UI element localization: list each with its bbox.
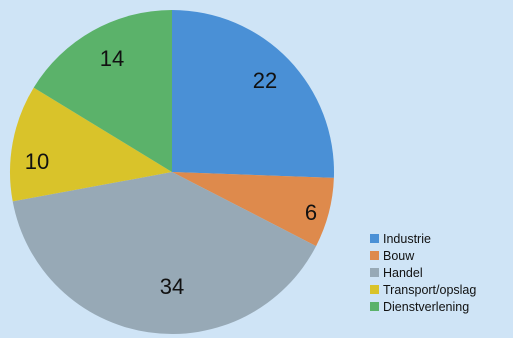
legend-swatch [370,302,379,311]
data-label-industrie: 22 [253,68,277,93]
data-label-transport-opslag: 10 [25,149,49,174]
pie-data-labels: 22 6 34 10 14 [25,46,317,299]
pie-slice-transport-opslag [9,87,173,202]
legend-swatch [370,285,379,294]
legend-label: Dienstverlening [383,299,470,314]
legend-item: Transport/opslag [370,281,476,298]
data-label-dienstverlening: 14 [100,46,124,71]
legend-item: Handel [370,264,476,281]
data-label-bouw: 6 [305,200,317,225]
legend-item: Industrie [370,230,476,247]
legend-item: Dienstverlening [370,298,476,315]
legend-label: Industrie [383,231,431,246]
legend: Industrie Bouw Handel Transport/opslag Diens… [370,230,476,315]
legend-swatch [370,251,379,260]
legend-label: Transport/opslag [383,282,477,297]
legend-item: Bouw [370,247,476,264]
data-label-handel: 34 [160,274,184,299]
legend-swatch [370,234,379,243]
pie-slice-bouw [172,172,334,247]
pie-slice-handel [12,172,317,335]
legend-label: Handel [383,265,423,280]
pie-slice-dienstverlening [33,10,172,172]
legend-swatch [370,268,379,277]
pie-slices [9,10,334,335]
pie-slice-industrie [172,10,334,178]
legend-label: Bouw [383,248,415,263]
